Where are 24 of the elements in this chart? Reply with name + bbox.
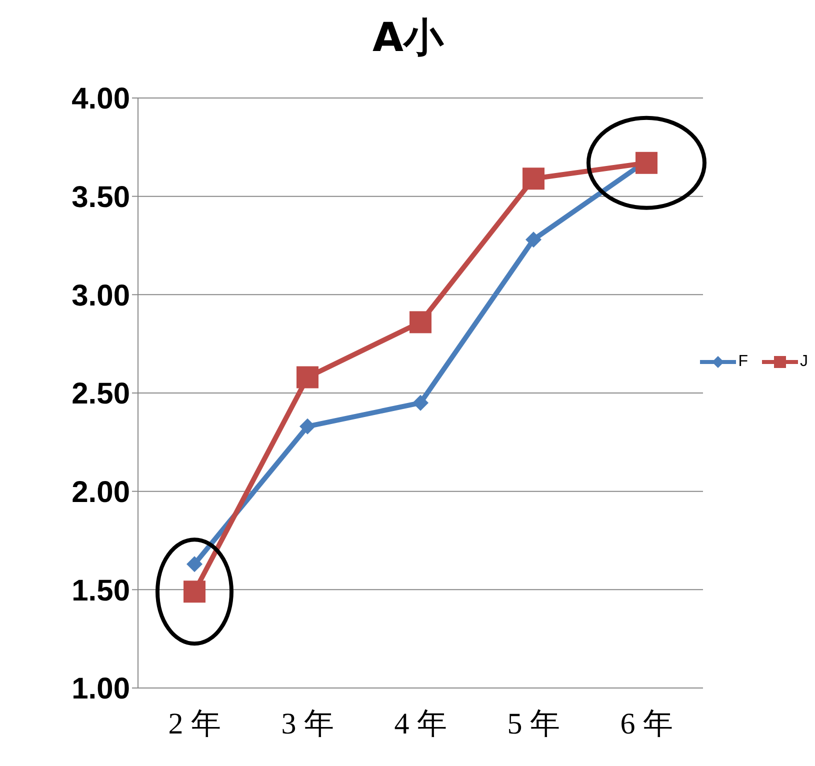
point bbox=[186, 556, 202, 572]
x-tick-label: 2 年 bbox=[168, 707, 221, 740]
chart-title: A小 bbox=[372, 14, 445, 63]
legend-label: F bbox=[738, 353, 748, 371]
point bbox=[522, 168, 544, 190]
y-tick-label: 2.50 bbox=[72, 378, 130, 411]
point bbox=[636, 152, 658, 174]
x-tick-label: 3 年 bbox=[281, 707, 334, 740]
x-tick-label: 6 年 bbox=[620, 707, 673, 740]
legend-label: J bbox=[800, 353, 808, 371]
x-tick-label: 5 年 bbox=[507, 707, 560, 740]
point bbox=[300, 418, 316, 434]
point bbox=[296, 366, 318, 388]
point bbox=[410, 311, 432, 334]
point bbox=[526, 232, 542, 248]
point bbox=[184, 580, 206, 603]
y-tick-label: 3.50 bbox=[72, 180, 130, 214]
y-tick-label: 3.00 bbox=[72, 279, 130, 312]
y-tick-label: 2.00 bbox=[72, 476, 130, 509]
y-tick-label: 1.00 bbox=[72, 672, 130, 706]
y-tick-label: 1.50 bbox=[72, 574, 130, 608]
x-tick-label: 4 年 bbox=[394, 707, 447, 740]
point bbox=[412, 394, 428, 411]
y-tick-label: 4.00 bbox=[72, 82, 130, 116]
